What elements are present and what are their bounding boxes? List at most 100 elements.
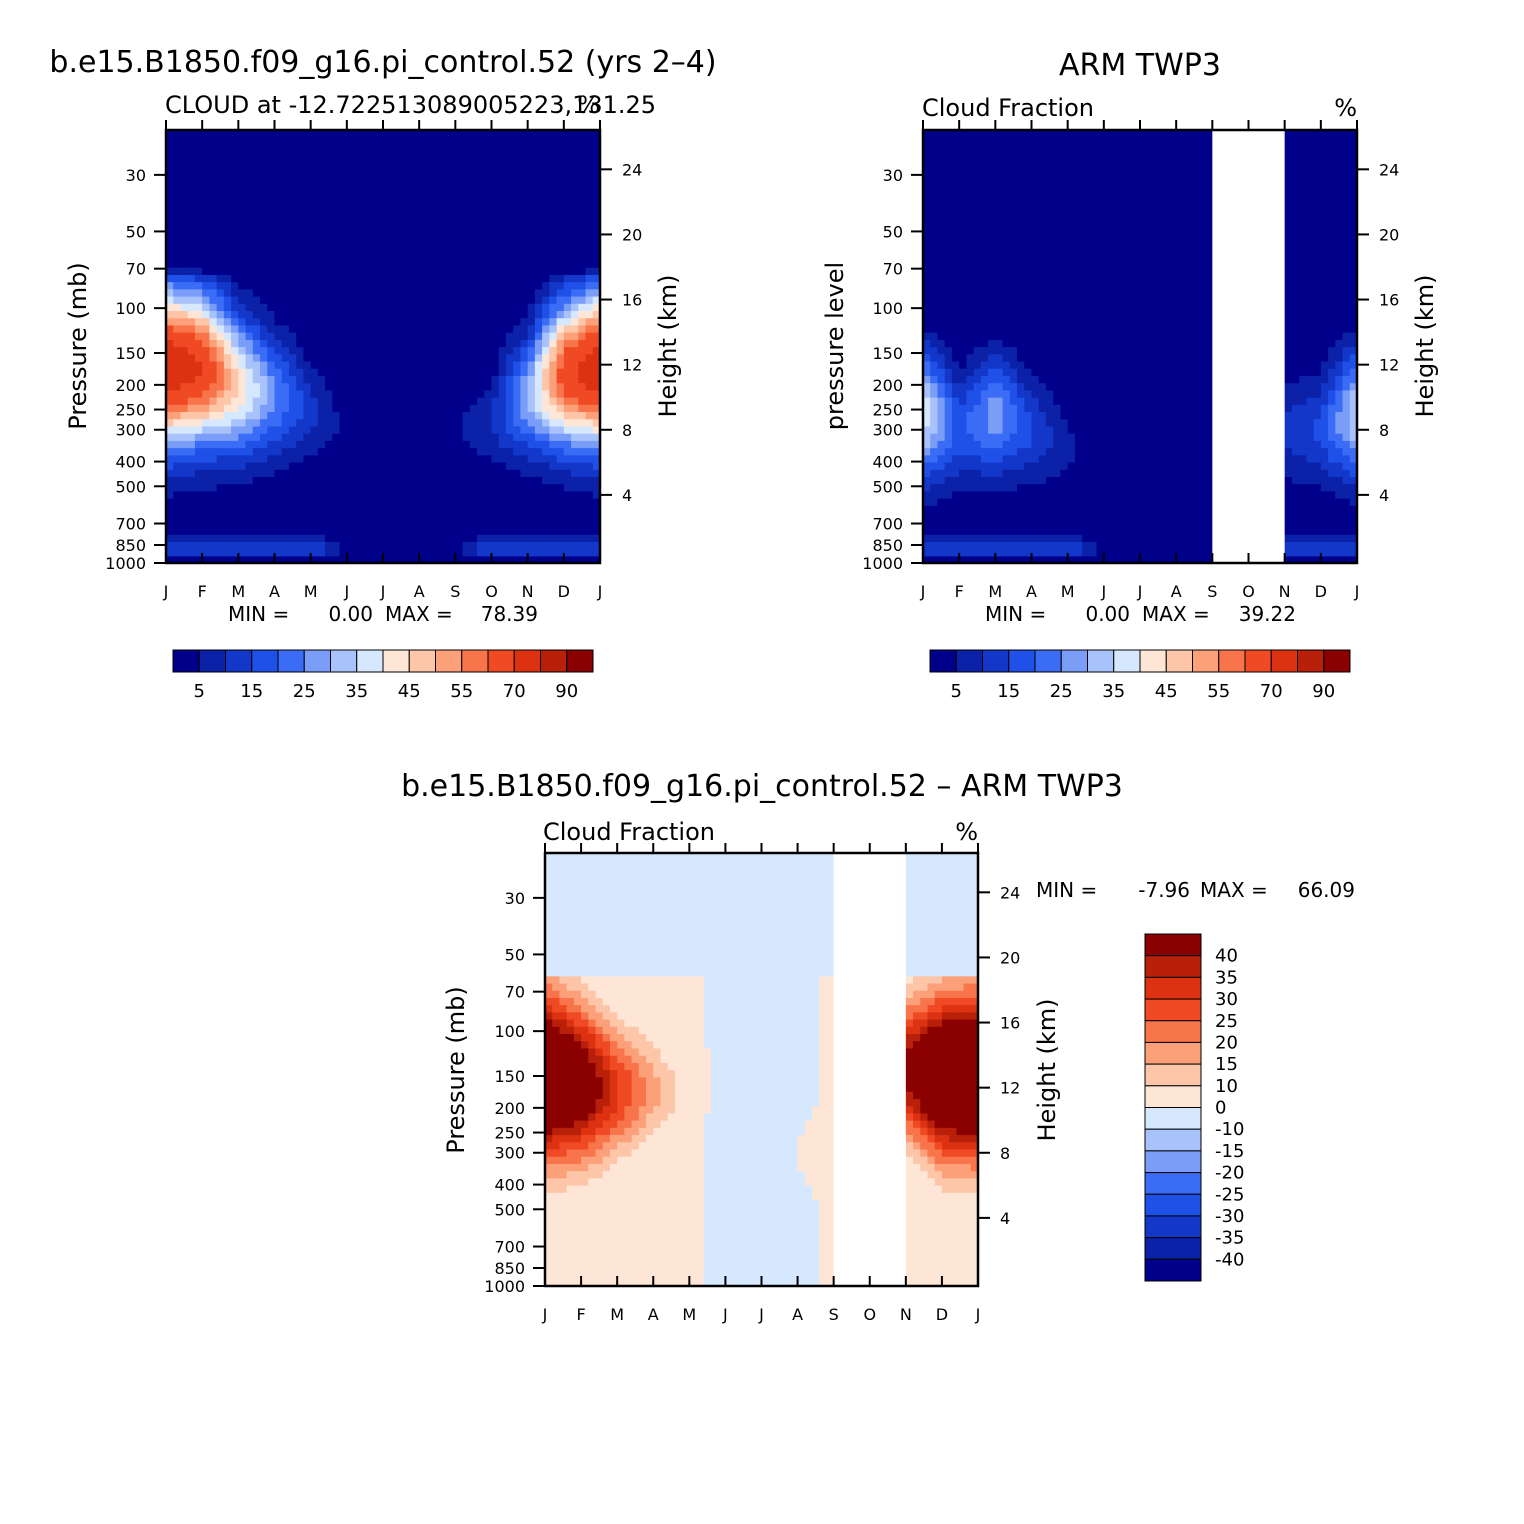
contour-cell: [959, 505, 967, 514]
contour-cell: [469, 252, 478, 261]
contour-cell: [549, 259, 558, 268]
contour-cell: [498, 483, 507, 492]
contour-cell: [245, 166, 254, 174]
contour-cell: [1038, 389, 1047, 398]
contour-cell: [426, 548, 435, 557]
contour-cell: [534, 433, 543, 441]
contour-cell: [966, 512, 975, 521]
contour-cell: [173, 259, 182, 268]
contour-cell: [202, 512, 210, 521]
contour-cell: [252, 202, 261, 210]
contour-cell: [1024, 194, 1033, 203]
contour-cell: [368, 144, 377, 153]
contour-cell: [1002, 303, 1011, 312]
contour-cell: [166, 158, 174, 167]
contour-cell: [440, 360, 449, 369]
contour-cell: [944, 166, 953, 174]
contour-cell: [1017, 324, 1025, 333]
contour-cell: [274, 288, 283, 297]
contour-cell: [1009, 526, 1018, 535]
contour-cell: [937, 447, 946, 456]
contour-cell: [477, 245, 485, 254]
contour-cell: [937, 245, 946, 254]
contour-cell: [166, 166, 174, 174]
contour-cell: [484, 209, 493, 218]
contour-cell: [274, 180, 283, 189]
contour-cell: [383, 267, 391, 275]
contour-cell: [397, 274, 406, 283]
contour-cell: [440, 267, 449, 275]
contour-cell: [1031, 339, 1040, 348]
x-tick-label: J: [380, 582, 386, 601]
contour-cell: [346, 173, 355, 182]
contour-cell: [1053, 534, 1062, 542]
contour-cell: [944, 555, 953, 564]
contour-cell: [469, 555, 478, 564]
contour-cell: [166, 332, 174, 340]
contour-cell: [368, 281, 377, 290]
contour-cell: [411, 144, 420, 153]
contour-cell: [216, 310, 225, 319]
contour-cell: [448, 375, 456, 384]
contour-cell: [455, 194, 464, 203]
contour-cell: [484, 267, 493, 275]
contour-cell: [455, 534, 464, 542]
contour-cell: [354, 360, 362, 369]
contour-cell: [1053, 324, 1062, 333]
contour-cell: [556, 245, 565, 254]
contour-cell: [462, 209, 471, 218]
contour-cell: [1017, 238, 1025, 247]
y-tick-label: 30: [126, 166, 146, 185]
contour-cell: [411, 346, 420, 355]
contour-cell: [202, 440, 210, 449]
contour-cell: [578, 158, 587, 167]
contour-cell: [988, 469, 996, 477]
contour-cell: [245, 541, 254, 550]
contour-cell: [1067, 469, 1076, 477]
contour-cell: [923, 461, 931, 470]
contour-cell: [1038, 425, 1047, 434]
contour-cell: [397, 411, 406, 420]
contour-cell: [325, 216, 333, 225]
contour-cell: [448, 483, 456, 492]
contour-cell: [944, 281, 953, 290]
contour-cell: [267, 382, 276, 391]
contour-cell: [980, 166, 989, 174]
contour-cell: [571, 180, 579, 189]
contour-cell: [973, 469, 982, 477]
contour-cell: [491, 158, 500, 167]
contour-cell: [1024, 223, 1033, 232]
contour-cell: [433, 216, 442, 225]
contour-cell: [187, 404, 196, 413]
contour-cell: [980, 498, 989, 506]
contour-cell: [923, 490, 931, 499]
contour-cell: [542, 324, 550, 333]
contour-cell: [484, 411, 493, 420]
contour-cell: [505, 498, 514, 506]
contour-cell: [571, 505, 579, 514]
contour-cell: [592, 339, 601, 348]
contour-cell: [404, 259, 413, 268]
contour-cell: [923, 339, 931, 348]
contour-cell: [1060, 274, 1069, 283]
contour-cell: [491, 447, 500, 456]
contour-cell: [1017, 389, 1025, 398]
contour-cell: [520, 433, 529, 441]
contour-cell: [288, 360, 297, 369]
contour-cell: [556, 483, 565, 492]
contour-cell: [520, 519, 529, 528]
contour-cell: [542, 512, 550, 521]
contour-cell: [440, 505, 449, 514]
contour-cell: [1002, 389, 1011, 398]
contour-cell: [173, 346, 182, 355]
contour-cell: [1017, 440, 1025, 449]
contour-cell: [288, 166, 297, 174]
contour-cell: [223, 476, 232, 485]
contour-cell: [1031, 433, 1040, 441]
contour-cell: [288, 397, 297, 405]
contour-cell: [505, 512, 514, 521]
contour-cell: [426, 194, 435, 203]
contour-cell: [534, 404, 543, 413]
contour-cell: [1017, 187, 1025, 196]
contour-cell: [1038, 324, 1047, 333]
